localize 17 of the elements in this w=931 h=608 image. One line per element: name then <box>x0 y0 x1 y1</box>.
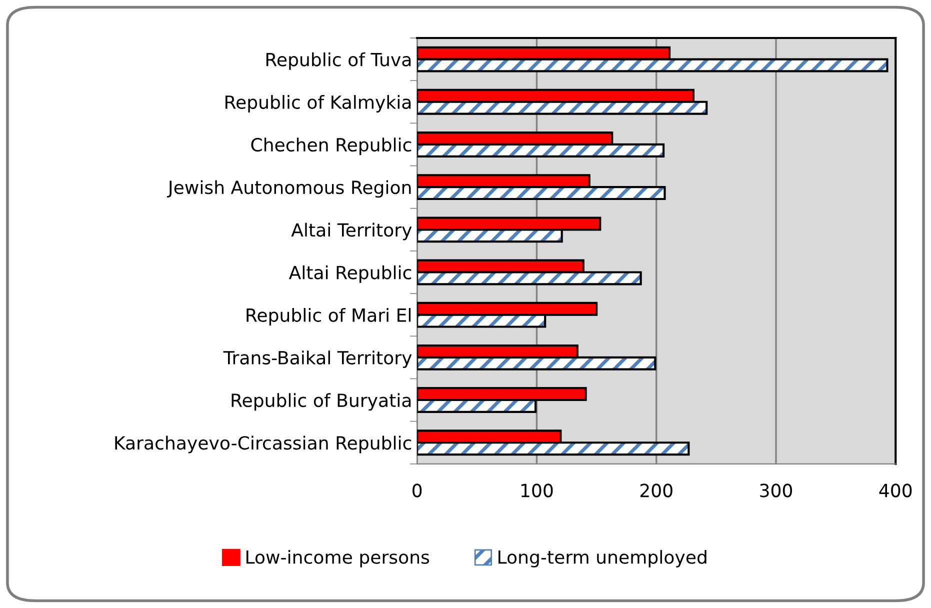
y-tick-label: Karachayevo-Circassian Republic <box>115 436 412 454</box>
x-tick-label: 300 <box>760 484 792 498</box>
y-tick-label: Republic of Mari El <box>246 308 411 326</box>
legend-label: Low-income persons <box>246 550 430 568</box>
x-tick-label: 100 <box>521 484 553 498</box>
legend-label: Long-term unemployed <box>498 550 706 568</box>
y-tick-label: Republic of Kalmykia <box>226 95 411 112</box>
y-tick-label: Jewish Autonomous Region <box>167 180 411 198</box>
y-tick-label: Chechen Republic <box>251 138 412 156</box>
y-tick-label: Republic of Tuva <box>266 52 411 70</box>
x-tick-label: 400 <box>879 484 912 498</box>
y-tick-label: Republic of Buryatia <box>232 393 411 411</box>
x-tick-label: 0 <box>412 484 422 498</box>
y-tick-label: Altai Republic <box>288 265 412 283</box>
y-tick-label: Altai Territory <box>291 222 412 240</box>
x-tick-label: 200 <box>640 484 672 498</box>
y-tick-label: Trans-Baikal Territory <box>223 350 412 368</box>
